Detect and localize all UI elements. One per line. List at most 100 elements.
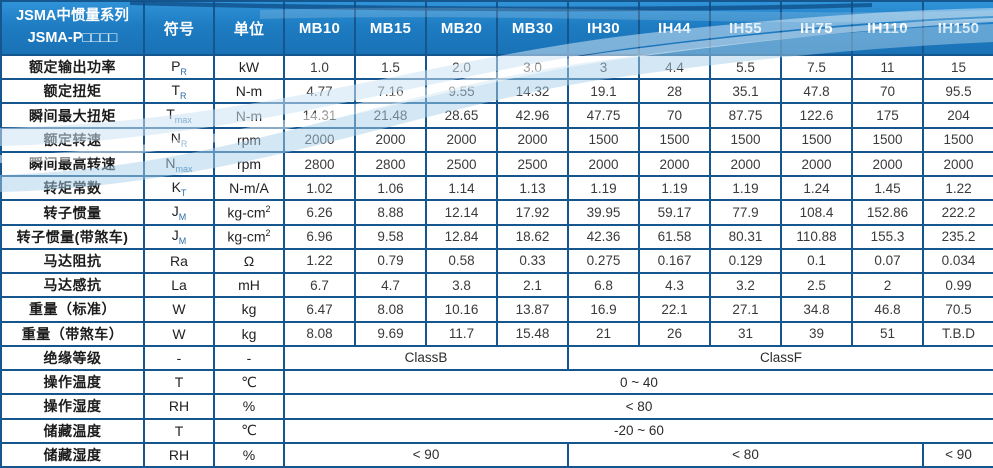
symbol-base: T	[174, 374, 184, 391]
value-cell: 9.58	[354, 223, 427, 250]
symbol-base: -	[176, 349, 182, 366]
value-cell: 155.3	[851, 223, 924, 250]
value-cell: 1500	[780, 126, 853, 153]
row-label: 操作湿度	[0, 393, 145, 420]
value-cell: 175	[851, 102, 924, 129]
row-label: 操作温度	[0, 369, 145, 396]
value-cell: 0.1	[780, 247, 853, 275]
table-row: 储藏温度 T ℃ -20 ~ 60	[0, 417, 993, 444]
symbol-cell: RH	[143, 441, 215, 468]
value-cell: 204	[922, 102, 993, 129]
model-column-header-ih30: IH30	[567, 0, 640, 56]
value-cell: 0.79	[354, 247, 427, 275]
merged-value-cell: < 80	[567, 441, 924, 468]
value-cell: 34.8	[780, 296, 853, 323]
symbol-cell: Ra	[143, 247, 215, 275]
symbol-subscript: R	[180, 139, 188, 150]
value-cell: 1500	[851, 126, 924, 153]
row-label: 转子惯量(带煞车)	[0, 223, 145, 250]
table-row: 额定转速 NR rpm 2000 2000 2000 2000 1500 1500 1500 150…	[0, 126, 993, 153]
value-cell: 8.08	[283, 320, 356, 347]
value-cell: 0.034	[922, 247, 993, 275]
value-cell: 47.8	[780, 78, 853, 105]
value-cell: 110.88	[780, 223, 853, 250]
unit-text: -	[246, 349, 252, 366]
value-cell: 1.02	[283, 175, 356, 202]
row-label: 瞬间最高转速	[0, 150, 145, 178]
model-column-header-mb30: MB30	[496, 0, 569, 56]
value-cell: 27.1	[709, 296, 782, 323]
symbol-cell: W	[143, 296, 215, 323]
row-label: 额定输出功率	[0, 53, 145, 81]
unit-text: kg	[241, 325, 257, 342]
symbol-cell: T	[143, 369, 215, 396]
symbol-cell: NR	[143, 126, 215, 153]
unit-text: kg-cm	[227, 229, 266, 246]
symbol-base: N	[165, 154, 176, 171]
model-column-header-mb10: MB10	[283, 0, 356, 56]
value-cell: 2.1	[496, 272, 569, 299]
symbol-base: La	[171, 277, 187, 294]
merged-value-cell: < 90	[283, 441, 569, 468]
value-cell: 2000	[496, 126, 569, 153]
unit-text: %	[242, 446, 256, 463]
value-cell: 70.5	[922, 296, 993, 323]
value-cell: 1500	[638, 126, 711, 153]
table-row: 额定扭矩 TR N-m 4.77 7.16 9.55 14.32 19.1 28 35.1 47.8…	[0, 78, 993, 105]
value-cell: 26	[638, 320, 711, 347]
table-row: 绝缘等级 - - ClassB ClassF	[0, 344, 993, 372]
value-cell: 0.167	[638, 247, 711, 275]
value-cell: 1.24	[780, 175, 853, 202]
header-row: JSMA中惯量系列 JSMA-P□□□□ 符号 单位 MB10 MB15 MB20 M…	[0, 0, 993, 56]
value-cell: 12.14	[425, 199, 498, 226]
symbol-base: RH	[168, 398, 190, 415]
row-label: 瞬间最大扭矩	[0, 102, 145, 129]
unit-text: N-m/A	[229, 180, 269, 197]
symbol-cell: T	[143, 417, 215, 444]
symbol-base: T	[174, 422, 184, 439]
unit-cell: kg	[213, 296, 285, 323]
unit-cell: N-m	[213, 78, 285, 105]
table-row: 转矩常数 KT N-m/A 1.02 1.06 1.14 1.13 1.19 1.19 1.19 1…	[0, 175, 993, 202]
table-row: 瞬间最大扭矩 Tmax N-m 14.31 21.48 28.65 42.96 47.75 70…	[0, 102, 993, 129]
symbol-base: T	[166, 106, 175, 123]
value-cell: 42.96	[496, 102, 569, 129]
unit-cell: -	[213, 344, 285, 372]
value-cell: 9.69	[354, 320, 427, 347]
value-cell: 13.87	[496, 296, 569, 323]
value-cell: 39	[780, 320, 853, 347]
value-cell: 2.0	[425, 53, 498, 81]
value-cell: 9.55	[425, 78, 498, 105]
symbol-cell: Nmax	[143, 150, 215, 178]
value-cell: 2000	[354, 126, 427, 153]
unit-cell: ℃	[213, 417, 285, 444]
value-cell: 108.4	[780, 199, 853, 226]
table-row: 转子惯量 JM kg-cm2 6.26 8.88 12.14 17.92 39.95 59.17…	[0, 199, 993, 226]
table-row: 转子惯量(带煞车) JM kg-cm2 6.96 9.58 12.84 18.62 42.36…	[0, 223, 993, 250]
unit-superscript: 2	[265, 204, 271, 215]
value-cell: 59.17	[638, 199, 711, 226]
value-cell: 4.4	[638, 53, 711, 81]
value-cell: 4.7	[354, 272, 427, 299]
table-row: 储藏湿度 RH% < 90 < 80 < 90	[0, 441, 993, 468]
table-row: 马达感抗 La mH 6.7 4.7 3.8 2.1 6.8 4.3 3.2 2.5 2 0.99	[0, 272, 993, 299]
value-cell: 1.19	[567, 175, 640, 202]
value-cell: 5.5	[709, 53, 782, 81]
model-column-header-ih110: IH110	[851, 0, 924, 56]
value-cell: 28	[638, 78, 711, 105]
value-cell: 3.2	[709, 272, 782, 299]
model-column-header-ih150: IH150	[922, 0, 993, 56]
symbol-base: W	[172, 325, 186, 342]
symbol-base: J	[171, 203, 179, 220]
table-row: 操作湿度 RH% < 80	[0, 393, 993, 420]
value-cell: 1.06	[354, 175, 427, 202]
value-cell: 80.31	[709, 223, 782, 250]
value-cell: 2000	[567, 150, 640, 178]
value-cell: 1.45	[851, 175, 924, 202]
value-cell: 39.95	[567, 199, 640, 226]
model-column-header-ih44: IH44	[638, 0, 711, 56]
unit-text: ℃	[241, 422, 257, 439]
value-cell: 0.07	[851, 247, 924, 275]
table-row: 额定输出功率 PR kW 1.0 1.5 2.0 3.0 3 4.4 5.5 7.5 11 15	[0, 53, 993, 81]
